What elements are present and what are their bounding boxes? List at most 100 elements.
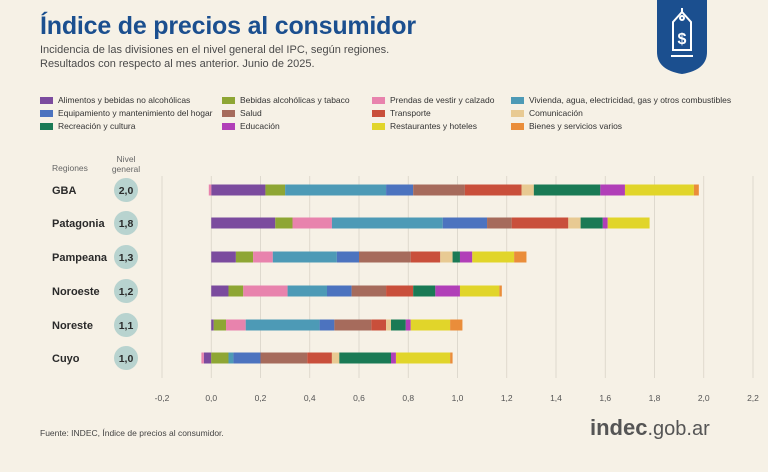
region-label: GBA: [52, 185, 77, 197]
legend-label: Transporte: [390, 108, 431, 118]
general-level-badge: [114, 346, 138, 370]
region-label: Pampeana: [52, 252, 108, 264]
general-level-badge: [114, 211, 138, 235]
x-tick-label: 1,2: [501, 393, 513, 403]
legend-label: Bebidas alcohólicas y tabaco: [240, 95, 350, 105]
bar-segment: [395, 352, 451, 364]
bar-segment: [211, 319, 214, 331]
bar-segment: [211, 352, 229, 364]
bar-segment: [208, 184, 212, 196]
x-tick-label: 1,4: [550, 393, 562, 403]
bar-segment: [203, 352, 212, 364]
legend-item: Bienes y servicios varios: [511, 121, 622, 131]
general-level-value: 2,0: [119, 185, 134, 197]
bar-segment: [410, 251, 441, 263]
x-tick-label: 0,0: [205, 393, 217, 403]
bar-segment: [459, 251, 473, 263]
legend-item: Restaurantes y hoteles: [372, 121, 477, 131]
bar-segment: [514, 251, 527, 263]
level-header-line-2: general: [111, 164, 141, 174]
bar-segment: [452, 251, 460, 263]
legend-swatch: [40, 109, 53, 117]
legend-item: Bebidas alcohólicas y tabaco: [222, 95, 350, 105]
bar-segment: [600, 184, 625, 196]
legend-label: Alimentos y bebidas no alcohólicas: [58, 95, 191, 105]
bar-segment: [607, 217, 650, 229]
level-header: Nivel general: [108, 154, 144, 174]
bar-segment: [235, 251, 254, 263]
legend-swatch: [372, 96, 385, 104]
bar-segment: [487, 217, 512, 229]
bar-segment: [265, 184, 286, 196]
legend-swatch: [372, 109, 385, 117]
x-tick-label: 2,2: [747, 393, 759, 403]
legend-item: Equipamiento y mantenimiento del hogar: [40, 108, 213, 118]
legend-swatch: [222, 96, 235, 104]
bar-segment: [624, 184, 694, 196]
legend-item: Vivienda, agua, electricidad, gas y otro…: [511, 95, 731, 105]
level-header-line-1: Nivel: [116, 154, 136, 164]
legend-label: Comunicación: [529, 108, 583, 118]
bar-segment: [521, 184, 534, 196]
x-tick-label: 1,0: [452, 393, 464, 403]
legend-label: Restaurantes y hoteles: [390, 121, 477, 131]
bar-segment: [272, 251, 337, 263]
legend-swatch: [40, 122, 53, 130]
x-tick-label: 0,6: [353, 393, 365, 403]
bar-segment: [371, 319, 387, 331]
page-subtitle: Incidencia de las divisiones en el nivel…: [40, 43, 389, 71]
bar-segment: [275, 217, 293, 229]
legend-item: Prendas de vestir y calzado: [372, 95, 494, 105]
region-label: Patagonia: [52, 218, 105, 230]
legend-label: Equipamiento y mantenimiento del hogar: [58, 108, 213, 118]
bar-segment: [386, 285, 414, 297]
bar-segment: [580, 217, 603, 229]
bar-segment: [245, 319, 320, 331]
bar-segment: [602, 217, 608, 229]
legend-item: Educación: [222, 121, 280, 131]
x-tick-label: -0,2: [155, 393, 170, 403]
svg-text:$: $: [678, 31, 687, 48]
legend-swatch: [40, 96, 53, 104]
x-tick-label: 1,8: [649, 393, 661, 403]
bar-segment: [228, 285, 244, 297]
bar-segment: [211, 184, 266, 196]
bar-segment: [450, 352, 453, 364]
x-tick-label: 2,0: [698, 393, 710, 403]
bar-segment: [326, 285, 352, 297]
legend-label: Recreación y cultura: [58, 121, 136, 131]
general-level-badge: [114, 313, 138, 337]
general-level-badge: [114, 245, 138, 269]
indec-logo: indec.gob.ar: [590, 415, 710, 441]
general-level-badge: [114, 279, 138, 303]
legend-item: Recreación y cultura: [40, 121, 135, 131]
logo-bold: indec: [590, 415, 648, 440]
bar-segment: [213, 319, 227, 331]
legend-label: Bienes y servicios varios: [529, 121, 623, 131]
region-label: Cuyo: [52, 353, 80, 365]
legend-swatch: [511, 109, 524, 117]
bar-segment: [440, 251, 453, 263]
legend-item: Salud: [222, 108, 262, 118]
legend-swatch: [511, 122, 524, 130]
general-level-value: 1,1: [119, 320, 134, 332]
region-label: Noreste: [52, 320, 93, 332]
bar-segment: [334, 319, 372, 331]
source-note: Fuente: INDEC, Índice de precios al cons…: [40, 428, 224, 438]
bar-segment: [201, 352, 204, 364]
bar-segment: [511, 217, 569, 229]
legend-label: Prendas de vestir y calzado: [390, 95, 495, 105]
general-level-value: 1,2: [119, 286, 134, 298]
bar-segment: [386, 319, 392, 331]
legend-item: Alimentos y bebidas no alcohólicas: [40, 95, 190, 105]
subtitle-line-1: Incidencia de las divisiones en el nivel…: [40, 44, 390, 56]
bar-segment: [228, 352, 234, 364]
bar-segment: [319, 319, 335, 331]
bar-segment: [351, 285, 387, 297]
legend-label: Educación: [240, 121, 280, 131]
bar-segment: [386, 184, 414, 196]
x-tick-label: 1,6: [599, 393, 611, 403]
bar-segment: [359, 251, 411, 263]
bar-segment: [307, 352, 332, 364]
